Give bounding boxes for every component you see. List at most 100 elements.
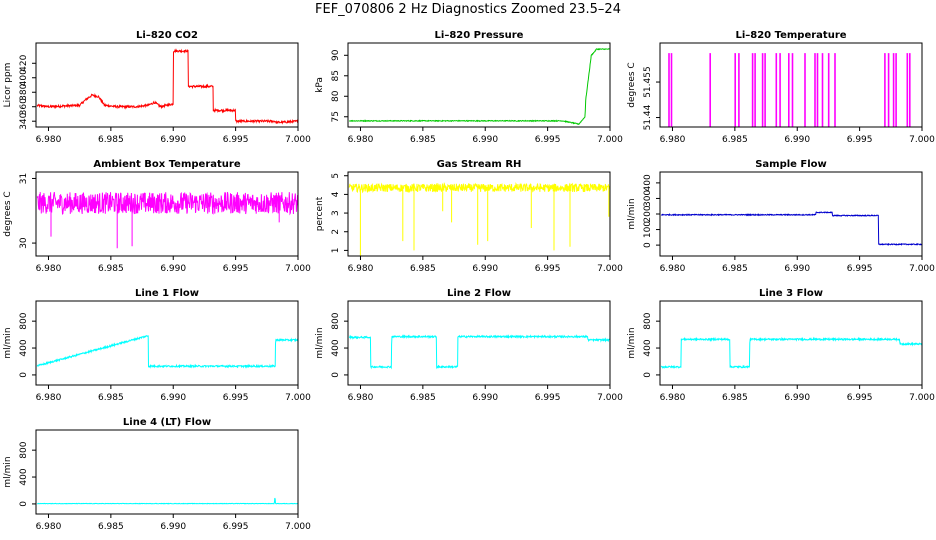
y-tick-label: 31 [19,173,29,184]
series-line [660,53,922,127]
panel-title: Line 2 Flow [447,288,511,299]
y-tick-label: 0 [19,372,29,378]
x-tick-label: 6.985 [98,264,124,274]
x-tick-label: 6.980 [660,264,686,274]
panel-7: Line 1 Flow ml/min 6.980 6.985 6.990 6.995 7.0… [3,288,311,403]
x-tick-label: 6.985 [410,135,436,145]
x-tick-label: 6.995 [535,264,561,274]
x-tick-label: 6.985 [98,522,124,532]
series-line [36,191,298,249]
y-axis-label: kPa [315,77,325,93]
x-tick-label: 7.000 [285,522,311,532]
y-axis-label: ml/min [3,456,13,487]
x-tick-label: 7.000 [285,264,311,274]
y-tick-label: 340 [19,112,29,129]
y-tick-label: 51.44 [643,104,653,130]
x-tick-label: 6.995 [223,393,249,403]
y-tick-label: 200 [643,205,653,222]
y-tick-label: 400 [19,339,29,356]
panel-title: Li–820 CO2 [136,30,198,41]
y-axis-label: ml/min [627,198,637,229]
y-tick-label: 420 [19,54,29,71]
y-axis-label: degrees C [3,191,13,236]
y-tick-label: 400 [19,69,29,86]
x-tick-label: 6.985 [722,264,748,274]
x-tick-label: 6.980 [660,135,686,145]
x-tick-label: 6.990 [784,393,810,403]
plot-frame [347,300,611,386]
x-tick-label: 6.980 [348,264,374,274]
x-tick-label: 6.985 [98,135,124,145]
y-tick-label: 0 [643,242,653,248]
x-tick-label: 6.980 [36,522,62,532]
x-tick-label: 7.000 [597,264,623,274]
y-tick-label: 400 [331,339,341,356]
panel-5: Gas Stream RH percent 6.980 6.985 6.990 6.995… [315,159,623,274]
plot-frame [659,42,923,128]
panel-title: Line 1 Flow [135,288,199,299]
x-tick-label: 6.990 [160,135,186,145]
series-line [660,211,922,246]
y-tick-label: 90 [331,49,341,61]
y-tick-label: 400 [643,174,653,191]
y-tick-label: 800 [19,441,29,458]
panel-2: Li–820 Pressure kPa 6.980 6.985 6.990 6.995 7.… [315,30,623,145]
series-line [660,336,922,369]
plot-frame [35,171,299,257]
x-tick-label: 6.990 [784,264,810,274]
x-tick-label: 6.995 [223,264,249,274]
panel-title: Line 4 (LT) Flow [123,417,211,428]
y-tick-label: 800 [331,312,341,329]
y-tick-label: 800 [643,312,653,329]
plot-frame [35,429,299,515]
panel-9: Line 3 Flow ml/min 6.980 6.985 6.990 6.995 7.0… [627,288,935,403]
y-tick-label: 80 [331,90,341,102]
y-tick-label: 0 [643,372,653,378]
x-tick-label: 6.995 [535,135,561,145]
x-tick-label: 6.985 [410,264,436,274]
panel-6: Sample Flow ml/min 6.980 6.985 6.990 6.995 7.0… [627,159,935,274]
y-tick-label: 30 [19,237,29,249]
y-tick-label: 100 [643,221,653,238]
x-tick-label: 6.990 [160,393,186,403]
y-tick-label: 51.455 [643,66,653,98]
plot-frame [347,171,611,257]
x-tick-label: 6.980 [660,393,686,403]
y-axis-label: ml/min [627,327,637,358]
x-tick-label: 6.980 [36,135,62,145]
y-axis-label: degrees C [627,62,637,107]
panel-3: Li–820 Temperature degrees C 6.980 6.985 6.9… [627,30,935,145]
y-tick-label: 400 [643,339,653,356]
y-axis-label: percent [315,196,325,231]
x-tick-label: 6.995 [847,264,873,274]
series-line [36,48,298,125]
y-tick-label: 800 [19,312,29,329]
panel-title: Gas Stream RH [437,159,522,170]
panel-10: Line 4 (LT) Flow ml/min 6.980 6.985 6.990 6.9… [3,417,311,532]
x-tick-label: 7.000 [909,135,935,145]
series-line [349,47,610,125]
y-tick-label: 300 [643,190,653,207]
x-tick-label: 7.000 [597,393,623,403]
panel-1: Li–820 CO2 Licor ppm 6.980 6.985 6.990 6.995 7… [3,30,311,145]
x-tick-label: 6.990 [160,522,186,532]
x-tick-label: 6.990 [160,264,186,274]
y-tick-label: 360 [19,98,29,115]
panel-title: Li–820 Pressure [435,30,524,41]
plot-frame [659,300,923,386]
series-line [348,181,610,256]
x-tick-label: 7.000 [285,135,311,145]
y-axis-label: Licor ppm [3,63,13,108]
y-axis-label: ml/min [315,327,325,358]
series-line [348,334,610,370]
plot-frame [35,300,299,386]
panel-8: Line 2 Flow ml/min 6.980 6.985 6.990 6.995 7.0… [315,288,623,403]
x-tick-label: 7.000 [909,393,935,403]
y-tick-label: 4 [331,191,341,197]
x-tick-label: 6.980 [348,393,374,403]
figure-title: FEF_070806 2 Hz Diagnostics Zoomed 23.5–… [315,2,621,17]
x-tick-label: 6.985 [410,393,436,403]
y-axis-label: ml/min [3,327,13,358]
x-tick-label: 6.985 [722,393,748,403]
x-tick-label: 6.995 [223,522,249,532]
